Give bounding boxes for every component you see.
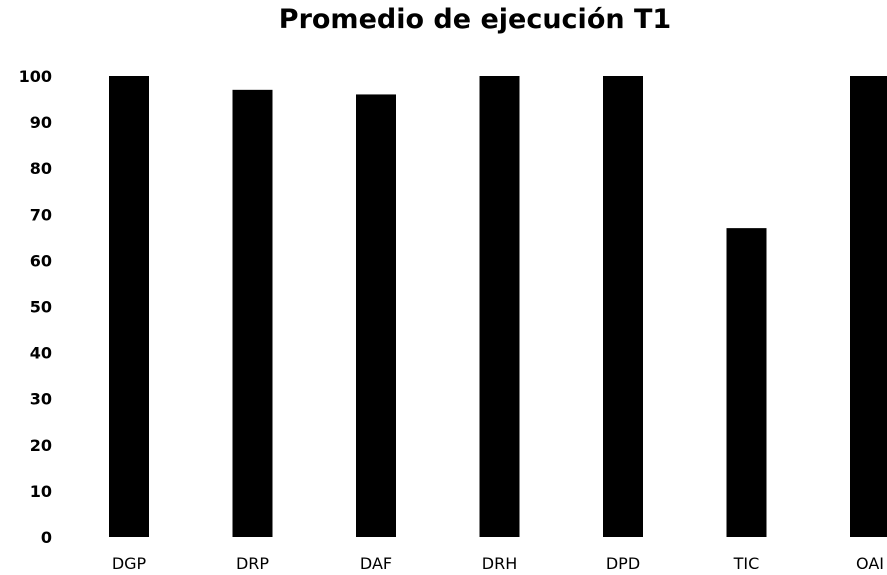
bar-oai (850, 76, 887, 537)
y-tick-label: 20 (30, 436, 52, 455)
y-tick-label: 40 (30, 344, 52, 363)
bar-dgp (109, 76, 149, 537)
x-axis-labels: DGP DRP DAF DRH DPD TIC OAI (112, 554, 884, 573)
y-tick-label: 0 (41, 528, 52, 547)
bar-daf (356, 94, 396, 537)
bar-dpd (603, 76, 643, 537)
chart-title: Promedio de ejecución T1 (278, 4, 672, 35)
y-tick-label: 10 (30, 482, 52, 501)
x-tick-label-dpd: DPD (606, 554, 640, 573)
bar-tic (726, 228, 767, 537)
y-axis-ticks: 0 10 20 30 40 50 60 70 80 90 100 (19, 67, 52, 547)
y-tick-label: 70 (30, 205, 52, 224)
y-tick-label: 60 (30, 251, 52, 270)
x-tick-label-daf: DAF (360, 554, 392, 573)
y-tick-label: 30 (30, 390, 52, 409)
y-tick-label: 100 (19, 67, 52, 86)
x-tick-label-drh: DRH (482, 554, 517, 573)
x-tick-label-dgp: DGP (112, 554, 147, 573)
y-tick-label: 90 (30, 113, 52, 132)
x-tick-label-oai: OAI (856, 554, 884, 573)
x-tick-label-drp: DRP (236, 554, 269, 573)
bar-drh (479, 76, 520, 537)
x-tick-label-tic: TIC (733, 554, 760, 573)
bars (109, 76, 887, 537)
y-tick-label: 50 (30, 298, 52, 317)
y-tick-label: 80 (30, 159, 52, 178)
bar-drp (232, 89, 273, 537)
